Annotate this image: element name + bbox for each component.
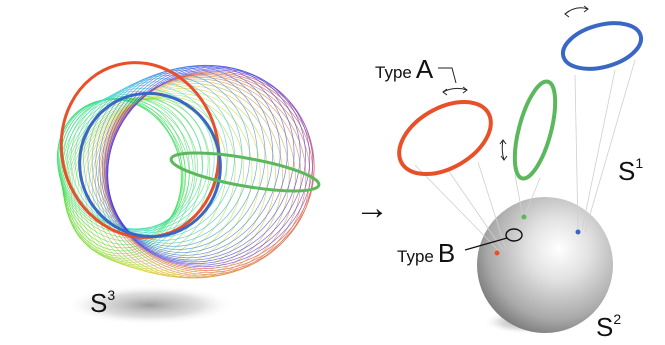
s2-base-space: S2 bbox=[414, 59, 636, 342]
type-b-small-circle bbox=[505, 228, 523, 242]
fiber-ring bbox=[58, 97, 194, 231]
s2-label: S2 bbox=[596, 311, 621, 342]
fiber-ring bbox=[106, 69, 314, 268]
s3-fibration: S3 bbox=[56, 61, 321, 325]
type-a-label: Type A bbox=[375, 54, 434, 84]
fiber-ring bbox=[63, 93, 204, 230]
fiber-ring bbox=[101, 66, 274, 253]
map-arrow: → bbox=[355, 189, 389, 227]
s3-label: S3 bbox=[90, 287, 115, 318]
fiber-ring bbox=[74, 84, 221, 234]
s3-shadow bbox=[65, 285, 235, 325]
torus-fibers bbox=[56, 64, 315, 279]
fiber-ring bbox=[106, 64, 295, 261]
fiber-ring bbox=[56, 99, 187, 235]
red-fiber-right bbox=[397, 99, 493, 177]
blue-fiber-right bbox=[560, 21, 644, 71]
green-point bbox=[521, 214, 527, 220]
rotation-arrows bbox=[438, 5, 589, 161]
green-fiber-left bbox=[169, 151, 321, 193]
s1-label: S1 bbox=[618, 155, 643, 186]
green-fiber-right bbox=[512, 79, 558, 181]
arrow-green bbox=[501, 139, 505, 161]
fiber-ring bbox=[104, 65, 281, 256]
type-b-label: Type B bbox=[397, 238, 455, 268]
fiber-ring bbox=[102, 74, 311, 275]
type-a-bracket bbox=[438, 67, 457, 84]
blue-fiber-left bbox=[78, 91, 222, 239]
blue-point bbox=[575, 229, 581, 235]
type-b-pointer bbox=[464, 237, 508, 251]
fiber-ring bbox=[107, 65, 301, 263]
fiber-ring bbox=[74, 94, 245, 270]
s2-sphere bbox=[477, 197, 613, 333]
red-point bbox=[494, 250, 500, 256]
fiber-ring bbox=[57, 98, 190, 233]
fiber-ring bbox=[105, 64, 288, 259]
fiber-ring bbox=[84, 88, 269, 276]
fiber-ring bbox=[101, 75, 307, 277]
projection-lines bbox=[414, 59, 636, 253]
